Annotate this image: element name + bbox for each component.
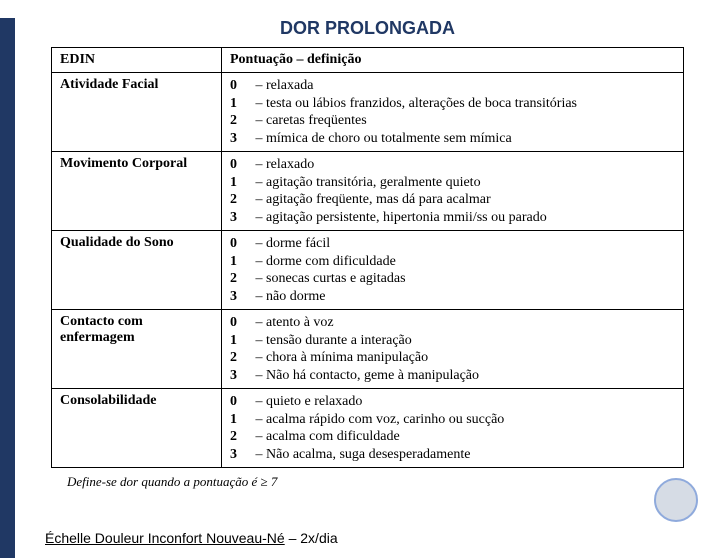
score-line: 1 – acalma rápido com voz, carinho ou su… bbox=[230, 411, 675, 429]
row-scores: 0 – quieto e relaxado1 – acalma rápido c… bbox=[222, 389, 684, 468]
score-line: 0 – relaxado bbox=[230, 156, 675, 174]
score-line: 3 – não dorme bbox=[230, 288, 675, 306]
score-number: 0 bbox=[230, 393, 252, 411]
row-scores: 0 – relaxado1 – agitação transitória, ge… bbox=[222, 152, 684, 231]
score-number: 0 bbox=[230, 77, 252, 95]
footnote-text: Define-se dor quando a pontuação é ≥ 7 bbox=[67, 474, 720, 490]
table-header-row: EDIN Pontuação – definição bbox=[52, 48, 684, 73]
score-line: 0 – relaxada bbox=[230, 77, 675, 95]
score-number: 2 bbox=[230, 112, 252, 130]
row-scores: 0 – dorme fácil1 – dorme com dificuldade… bbox=[222, 231, 684, 310]
table-row: Qualidade do Sono0 – dorme fácil1 – dorm… bbox=[52, 231, 684, 310]
table-row: Contacto com enfermagem0 – atento à voz1… bbox=[52, 310, 684, 389]
score-number: 0 bbox=[230, 235, 252, 253]
bottom-caption: Échelle Douleur Inconfort Nouveau-Né – 2… bbox=[45, 530, 338, 546]
edin-table-wrap: EDIN Pontuação – definição Atividade Fac… bbox=[51, 47, 684, 468]
score-line: 2 – acalma com dificuldade bbox=[230, 428, 675, 446]
score-line: 2 – caretas freqüentes bbox=[230, 112, 675, 130]
score-number: 1 bbox=[230, 174, 252, 192]
score-line: 2 – agitação freqüente, mas dá para acal… bbox=[230, 191, 675, 209]
row-scores: 0 – atento à voz1 – tensão durante a int… bbox=[222, 310, 684, 389]
score-line: 1 – dorme com dificuldade bbox=[230, 253, 675, 271]
row-scores: 0 – relaxada1 – testa ou lábios franzido… bbox=[222, 73, 684, 152]
score-line: 0 – atento à voz bbox=[230, 314, 675, 332]
score-line: 1 – testa ou lábios franzidos, alteraçõe… bbox=[230, 95, 675, 113]
score-number: 1 bbox=[230, 253, 252, 271]
page-title: DOR PROLONGADA bbox=[15, 18, 720, 39]
header-definition: Pontuação – definição bbox=[222, 48, 684, 73]
row-label: Qualidade do Sono bbox=[52, 231, 222, 310]
score-number: 1 bbox=[230, 411, 252, 429]
bottom-underline: Échelle Douleur Inconfort Nouveau-Né bbox=[45, 530, 285, 546]
score-line: 1 – agitação transitória, geralmente qui… bbox=[230, 174, 675, 192]
edin-table: EDIN Pontuação – definição Atividade Fac… bbox=[51, 47, 684, 468]
table-row: Consolabilidade0 – quieto e relaxado1 – … bbox=[52, 389, 684, 468]
score-number: 2 bbox=[230, 191, 252, 209]
score-number: 3 bbox=[230, 209, 252, 227]
score-line: 2 – sonecas curtas e agitadas bbox=[230, 270, 675, 288]
table-row: Atividade Facial0 – relaxada1 – testa ou… bbox=[52, 73, 684, 152]
score-number: 0 bbox=[230, 314, 252, 332]
bottom-rest: – 2x/dia bbox=[285, 530, 338, 546]
score-number: 2 bbox=[230, 428, 252, 446]
decorative-circle-icon bbox=[654, 478, 698, 522]
score-line: 2 – chora à mínima manipulação bbox=[230, 349, 675, 367]
score-number: 3 bbox=[230, 367, 252, 385]
score-line: 3 – agitação persistente, hipertonia mmi… bbox=[230, 209, 675, 227]
row-label: Atividade Facial bbox=[52, 73, 222, 152]
score-number: 3 bbox=[230, 446, 252, 464]
score-line: 3 – Não acalma, suga desesperadamente bbox=[230, 446, 675, 464]
score-number: 3 bbox=[230, 288, 252, 306]
row-label: Consolabilidade bbox=[52, 389, 222, 468]
score-line: 3 – Não há contacto, geme à manipulação bbox=[230, 367, 675, 385]
table-row: Movimento Corporal0 – relaxado1 – agitaç… bbox=[52, 152, 684, 231]
score-number: 3 bbox=[230, 130, 252, 148]
row-label: Contacto com enfermagem bbox=[52, 310, 222, 389]
row-label: Movimento Corporal bbox=[52, 152, 222, 231]
score-number: 0 bbox=[230, 156, 252, 174]
score-number: 1 bbox=[230, 332, 252, 350]
header-edin: EDIN bbox=[52, 48, 222, 73]
score-line: 1 – tensão durante a interação bbox=[230, 332, 675, 350]
score-number: 2 bbox=[230, 349, 252, 367]
score-number: 2 bbox=[230, 270, 252, 288]
score-number: 1 bbox=[230, 95, 252, 113]
score-line: 3 – mímica de choro ou totalmente sem mí… bbox=[230, 130, 675, 148]
score-line: 0 – quieto e relaxado bbox=[230, 393, 675, 411]
score-line: 0 – dorme fácil bbox=[230, 235, 675, 253]
